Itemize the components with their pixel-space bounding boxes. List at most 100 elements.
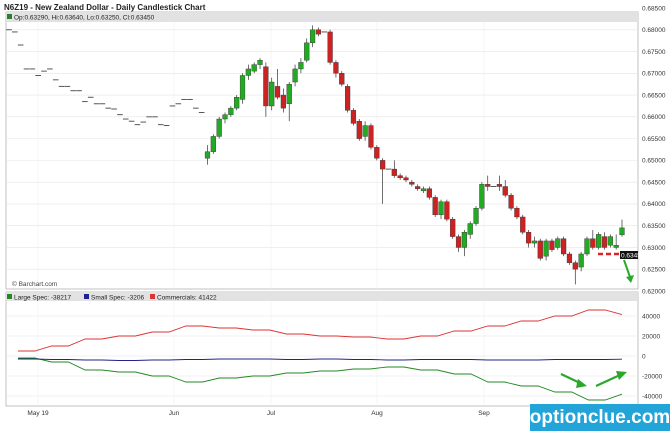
candle [607, 234, 613, 248]
legend-swatch [7, 294, 12, 299]
price-y-tick: 0.66500 [642, 92, 666, 99]
candle-body-up [269, 81, 275, 107]
legend-entry: Commercials: 41422 [157, 294, 217, 301]
cot-panel-frame [5, 291, 639, 407]
cot-series-line [18, 358, 623, 361]
candle-body-down [409, 181, 415, 185]
candle-body-up [245, 68, 251, 76]
candle-body-up [543, 240, 549, 257]
branding-banner [530, 404, 670, 431]
cot-series-lines [18, 309, 623, 401]
candle [304, 38, 310, 63]
candle [228, 105, 234, 117]
candle-body-down [508, 195, 514, 209]
candle [473, 206, 479, 226]
candle [204, 145, 211, 165]
candle [444, 199, 450, 222]
candle-body-down [333, 62, 339, 74]
candle [333, 60, 339, 78]
candle-body-up [619, 227, 625, 236]
legend-entry: Small Spec: -3206 [91, 294, 144, 301]
x-axis-tick: Jul [267, 410, 276, 417]
candle [555, 236, 561, 250]
candle-body-down [350, 110, 357, 124]
candle-body-down [280, 94, 286, 109]
candle [397, 173, 403, 180]
candle [216, 116, 222, 139]
candle [210, 134, 216, 154]
candle [496, 175, 503, 191]
candle [467, 221, 473, 239]
candle-body-down [455, 236, 462, 248]
candle [590, 230, 596, 250]
candle-body-down [444, 201, 450, 220]
x-axis-tick: Aug [371, 410, 383, 417]
candle-body-up [304, 42, 310, 61]
candle [391, 160, 397, 178]
candle-body-up [210, 136, 216, 152]
candle-body-up [596, 234, 602, 248]
price-y-tick-labels: 0.62000 0.62500 0.63000 0.63500 0.64000 0.645… [642, 5, 666, 295]
candle-body-down [485, 184, 491, 187]
candle [537, 238, 543, 261]
price-y-tick: 0.64500 [642, 179, 666, 186]
candle [415, 184, 421, 191]
last-price-label: 0.63450 [621, 253, 645, 260]
candle [578, 251, 584, 272]
cot-y-tick: 0 [642, 353, 646, 360]
x-axis-tick: Sep [478, 410, 490, 417]
candle-body-down [525, 232, 532, 244]
price-y-tick: 0.63000 [642, 245, 666, 252]
candle-body-down [263, 66, 269, 107]
candle-body-up [298, 62, 304, 70]
price-y-tick: 0.68500 [642, 5, 666, 12]
candle [566, 251, 573, 265]
candle [543, 238, 549, 261]
candle-body-up [420, 188, 427, 192]
price-info-bar [6, 12, 638, 22]
candle-body-down [561, 238, 567, 255]
candle-body-up [204, 151, 211, 159]
candle [251, 62, 257, 74]
candle-body-down [590, 238, 596, 248]
cot-panel: Large Spec: -38217 Small Spec: -3206 Comme… [5, 291, 663, 407]
candle [561, 236, 567, 257]
candle-body-down [356, 120, 362, 139]
candle-body-down [601, 236, 608, 248]
up-arrow-icon-left [560, 373, 587, 388]
price-y-tick: 0.66000 [642, 114, 666, 121]
price-y-tick: 0.63500 [642, 223, 666, 230]
candle [531, 236, 538, 248]
candle [280, 88, 286, 113]
price-gridlines [6, 22, 638, 289]
legend-swatch [84, 294, 89, 299]
candle-body-down [450, 218, 456, 237]
candle-body-up [222, 114, 228, 120]
price-y-tick: 0.68000 [642, 27, 666, 34]
candle [286, 82, 292, 122]
cot-legend: Large Spec: -38217 Small Spec: -3206 Comme… [7, 294, 217, 301]
cot-legend-bar [6, 292, 638, 301]
candle-body-up [309, 29, 316, 44]
candle-body-up [234, 97, 240, 109]
candle-body-up [473, 208, 479, 224]
candle-body-down [374, 147, 380, 159]
candle [432, 195, 438, 217]
candle [345, 84, 351, 113]
candle-body-down [566, 253, 573, 263]
candle [350, 108, 357, 126]
candle-body-down [496, 184, 503, 187]
ohlc-readout: Op:0.63290, Hi:0.63640, Lo:0.63250, Cl:0… [14, 15, 155, 22]
candle [502, 179, 508, 198]
candle-body-up [228, 107, 234, 115]
candle [455, 234, 462, 252]
candle-body-down [274, 86, 281, 98]
candle [619, 219, 625, 237]
candle-body-up [251, 64, 257, 72]
candle-body-up [461, 232, 467, 248]
candle-body-down [339, 73, 345, 85]
chart-title: N6Z19 - New Zealand Dollar - Daily Candl… [4, 3, 206, 12]
candle [601, 232, 608, 250]
cot-y-tick: 40000 [642, 313, 660, 320]
candle-body-down [432, 197, 438, 216]
